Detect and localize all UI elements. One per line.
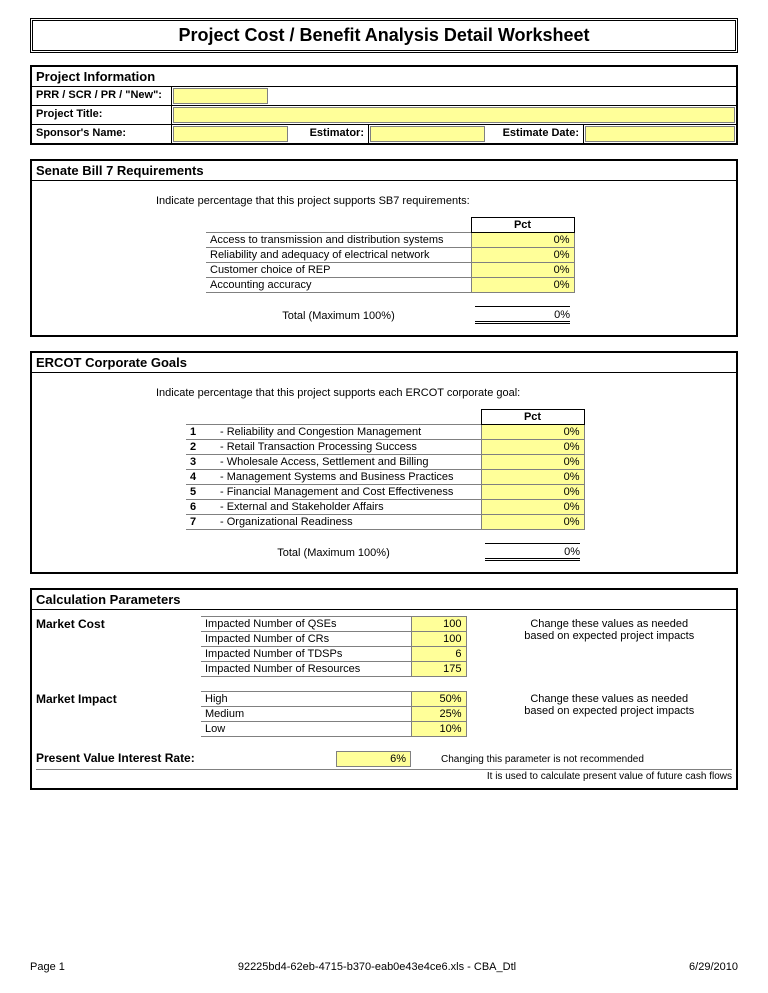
project-title-input[interactable] — [173, 107, 735, 123]
sb7-item-label: Reliability and adequacy of electrical n… — [206, 248, 471, 263]
ercot-item-num: 6 — [186, 500, 216, 515]
sponsor-input[interactable] — [173, 126, 288, 142]
ercot-item-label: - Reliability and Congestion Management — [216, 425, 481, 440]
sb7-item-pct[interactable]: 0% — [471, 278, 574, 293]
ercot-item-num: 7 — [186, 515, 216, 530]
market-impact-table: High50% Medium25% Low10% — [201, 691, 467, 737]
ercot-item-label: - Organizational Readiness — [216, 515, 481, 530]
ercot-item-label: - Wholesale Access, Settlement and Billi… — [216, 455, 481, 470]
sb7-table: Pct Access to transmission and distribut… — [206, 217, 575, 325]
mc-label: Impacted Number of Resources — [201, 662, 411, 677]
ercot-item-num: 2 — [186, 440, 216, 455]
sb7-item-pct[interactable]: 0% — [471, 248, 574, 263]
sb7-section: Senate Bill 7 Requirements Indicate perc… — [30, 159, 738, 337]
mc-val[interactable]: 175 — [411, 662, 466, 677]
pv-note2: It is used to calculate present value of… — [36, 769, 732, 782]
ercot-total-pct: 0% — [485, 543, 580, 561]
mi-note: Change these values as needed based on e… — [467, 691, 733, 717]
mi-val[interactable]: 25% — [411, 707, 466, 722]
ercot-item-num: 5 — [186, 485, 216, 500]
sb7-total-label: Total (Maximum 100%) — [206, 293, 471, 326]
calc-section: Calculation Parameters Market Cost Impac… — [30, 588, 738, 790]
pv-note1: Changing this parameter is not recommend… — [411, 754, 644, 765]
worksheet-title: Project Cost / Benefit Analysis Detail W… — [30, 18, 738, 53]
ercot-total-label: Total (Maximum 100%) — [186, 530, 481, 563]
ercot-item-label: - Management Systems and Business Practi… — [216, 470, 481, 485]
ercot-item-pct[interactable]: 0% — [481, 440, 584, 455]
sponsor-label: Sponsor's Name: — [32, 125, 172, 143]
sb7-item-label: Accounting accuracy — [206, 278, 471, 293]
sb7-header: Senate Bill 7 Requirements — [32, 161, 736, 181]
ercot-item-pct[interactable]: 0% — [481, 470, 584, 485]
mc-val[interactable]: 6 — [411, 647, 466, 662]
ercot-item-pct[interactable]: 0% — [481, 485, 584, 500]
ercot-item-label: - Financial Management and Cost Effectiv… — [216, 485, 481, 500]
sb7-item-label: Customer choice of REP — [206, 263, 471, 278]
prr-input[interactable] — [173, 88, 268, 104]
mi-val[interactable]: 50% — [411, 692, 466, 707]
ercot-item-pct[interactable]: 0% — [481, 425, 584, 440]
sb7-instruction: Indicate percentage that this project su… — [156, 195, 732, 207]
ercot-item-num: 3 — [186, 455, 216, 470]
mc-label: Impacted Number of CRs — [201, 632, 411, 647]
page-footer: Page 1 92225bd4-62eb-4715-b370-eab0e43e4… — [30, 961, 738, 973]
mi-val[interactable]: 10% — [411, 722, 466, 737]
project-info-section: Project Information PRR / SCR / PR / "Ne… — [30, 65, 738, 145]
estimator-label: Estimator: — [289, 125, 369, 143]
ercot-pct-header: Pct — [481, 410, 584, 425]
mc-val[interactable]: 100 — [411, 617, 466, 632]
pv-val[interactable]: 6% — [336, 751, 411, 767]
project-title-label: Project Title: — [32, 106, 172, 124]
footer-date: 6/29/2010 — [689, 961, 738, 973]
market-impact-title: Market Impact — [36, 691, 201, 706]
sb7-total-pct: 0% — [475, 306, 570, 324]
footer-file: 92225bd4-62eb-4715-b370-eab0e43e4ce6.xls… — [238, 961, 516, 973]
mc-label: Impacted Number of QSEs — [201, 617, 411, 632]
ercot-item-label: - Retail Transaction Processing Success — [216, 440, 481, 455]
estimate-date-label: Estimate Date: — [486, 125, 584, 143]
ercot-item-pct[interactable]: 0% — [481, 455, 584, 470]
mi-label: Medium — [201, 707, 411, 722]
estimator-input[interactable] — [370, 126, 485, 142]
sb7-pct-header: Pct — [471, 218, 574, 233]
ercot-section: ERCOT Corporate Goals Indicate percentag… — [30, 351, 738, 574]
ercot-item-num: 4 — [186, 470, 216, 485]
prr-label: PRR / SCR / PR / "New": — [32, 87, 172, 105]
ercot-item-num: 1 — [186, 425, 216, 440]
ercot-item-label: - External and Stakeholder Affairs — [216, 500, 481, 515]
footer-page: Page 1 — [30, 961, 65, 973]
ercot-item-pct[interactable]: 0% — [481, 515, 584, 530]
market-cost-title: Market Cost — [36, 616, 201, 631]
calc-header: Calculation Parameters — [32, 590, 736, 610]
ercot-table: Pct 1- Reliability and Congestion Manage… — [186, 409, 585, 562]
ercot-header: ERCOT Corporate Goals — [32, 353, 736, 373]
sb7-item-pct[interactable]: 0% — [471, 263, 574, 278]
sb7-item-pct[interactable]: 0% — [471, 233, 574, 248]
ercot-instruction: Indicate percentage that this project su… — [156, 387, 732, 399]
mc-label: Impacted Number of TDSPs — [201, 647, 411, 662]
pv-title: Present Value Interest Rate: — [36, 751, 336, 765]
mc-val[interactable]: 100 — [411, 632, 466, 647]
ercot-item-pct[interactable]: 0% — [481, 500, 584, 515]
mi-label: High — [201, 692, 411, 707]
mc-note: Change these values as needed based on e… — [467, 616, 733, 642]
estimate-date-input[interactable] — [585, 126, 735, 142]
project-info-header: Project Information — [32, 67, 736, 87]
sb7-item-label: Access to transmission and distribution … — [206, 233, 471, 248]
market-cost-table: Impacted Number of QSEs100 Impacted Numb… — [201, 616, 467, 677]
mi-label: Low — [201, 722, 411, 737]
